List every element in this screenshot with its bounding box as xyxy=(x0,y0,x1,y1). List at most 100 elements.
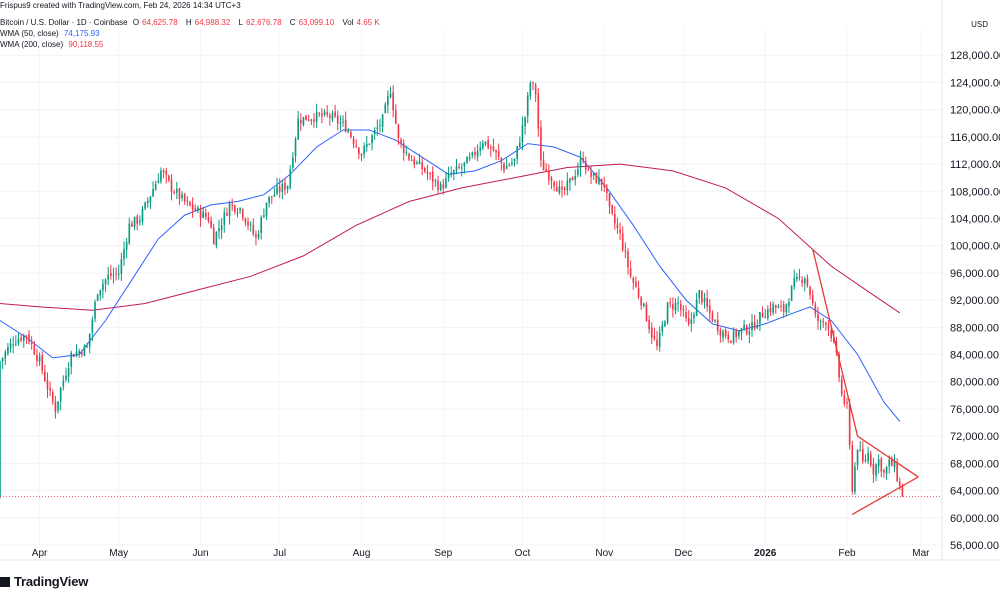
wma200-legend[interactable]: WMA (200, close) 90,118.55 xyxy=(0,40,106,49)
candle-body xyxy=(761,313,764,318)
y-tick-label: 128,000.00 xyxy=(950,50,1000,62)
candle-body xyxy=(263,215,265,218)
candle-body xyxy=(360,153,363,156)
y-tick-label: 124,000.00 xyxy=(950,77,1000,89)
candle-body xyxy=(165,171,168,176)
candle-body xyxy=(186,200,189,202)
tradingview-logo[interactable]: TradingView xyxy=(0,574,88,589)
candle-body xyxy=(94,301,96,319)
triangle-pattern xyxy=(812,248,919,515)
y-tick-label: 72,000.00 xyxy=(950,431,999,443)
candle-body xyxy=(711,312,714,322)
candle-body xyxy=(627,251,629,268)
candle-body xyxy=(893,461,896,468)
candle-body xyxy=(416,162,418,164)
x-axis[interactable]: Apr May Jun Jul Aug Sep Oct Nov Dec 2026 Feb Mar xyxy=(32,548,930,559)
candle-body xyxy=(738,331,740,337)
candle-body xyxy=(260,217,263,234)
candle-body xyxy=(299,120,302,124)
candle-body xyxy=(608,193,611,207)
candle-body xyxy=(482,143,484,149)
candle-body xyxy=(247,221,249,226)
candle-body xyxy=(714,320,716,322)
candle-body xyxy=(774,305,777,308)
candle-body xyxy=(555,187,558,192)
candle-body xyxy=(537,93,540,129)
symbol-name[interactable]: Bitcoin / U.S. Dollar · 1D · Coinbase xyxy=(0,18,128,27)
candle-body xyxy=(658,332,661,347)
candle-body xyxy=(339,122,342,124)
candle-body xyxy=(342,121,344,123)
wma-200-line xyxy=(0,163,901,314)
candle-body xyxy=(51,392,54,402)
candle-body xyxy=(471,152,474,156)
x-tick-label: May xyxy=(109,548,128,559)
candle-body xyxy=(418,161,421,164)
candle-body xyxy=(695,299,698,316)
candle-body xyxy=(875,464,877,476)
candle-body xyxy=(587,169,590,171)
candle-body xyxy=(131,223,133,227)
wma-200-path xyxy=(0,163,901,314)
candle-body xyxy=(447,173,450,179)
candle-body xyxy=(239,207,241,211)
candle-body xyxy=(310,119,313,121)
candle-body xyxy=(12,344,15,346)
candle-body xyxy=(381,114,384,127)
candle-body xyxy=(408,153,410,160)
candle-body xyxy=(154,183,157,191)
candles xyxy=(0,80,904,499)
candle-body xyxy=(645,304,648,322)
candle-body xyxy=(307,120,310,122)
candle-body xyxy=(302,117,305,125)
y-tick-label: 88,000.00 xyxy=(950,322,999,334)
candle-body xyxy=(848,404,851,446)
candle-body xyxy=(136,216,139,224)
candle-body xyxy=(168,175,170,181)
y-tick-label: 68,000.00 xyxy=(950,458,999,470)
candle-body xyxy=(579,158,582,169)
candle-body xyxy=(458,167,460,169)
x-tick-label: Sep xyxy=(434,548,452,559)
candle-body xyxy=(123,249,125,260)
candle-body xyxy=(88,333,91,347)
candle-body xyxy=(569,178,571,183)
candle-body xyxy=(584,161,587,170)
currency-label: USD xyxy=(971,20,988,29)
x-tick-label: Feb xyxy=(838,548,856,559)
candle-body xyxy=(265,202,268,216)
wma200-value: 90,118.55 xyxy=(68,40,104,49)
candle-body xyxy=(508,164,511,166)
candle-body xyxy=(402,143,405,153)
candle-body xyxy=(484,141,487,145)
candle-body xyxy=(474,151,476,156)
candle-body xyxy=(329,115,331,118)
candle-body xyxy=(207,217,210,222)
candle-body xyxy=(431,171,434,182)
candle-body xyxy=(780,305,782,307)
candle-body xyxy=(397,124,400,138)
candle-body xyxy=(236,212,239,214)
wma50-legend[interactable]: WMA (50, close) 74,175.93 xyxy=(0,29,103,38)
candle-body xyxy=(518,142,521,147)
candle-body xyxy=(492,146,495,151)
candle-body xyxy=(843,394,846,404)
candle-body xyxy=(125,242,128,250)
candle-body xyxy=(693,314,695,319)
candle-body xyxy=(722,331,724,338)
candle-body xyxy=(389,93,392,98)
candle-body xyxy=(384,104,387,113)
candle-body xyxy=(885,466,888,474)
candle-body xyxy=(70,352,73,367)
candle-body xyxy=(344,120,347,132)
candle-body xyxy=(764,317,767,319)
y-tick-label: 104,000.00 xyxy=(950,213,1000,225)
candle-body xyxy=(410,160,413,162)
candle-body xyxy=(727,334,730,340)
candle-body xyxy=(183,193,186,202)
y-axis[interactable]: 56,000.00 60,000.00 64,000.00 68,000.00 72,0… xyxy=(0,0,1000,561)
candle-body xyxy=(336,115,339,124)
candle-body xyxy=(175,188,178,193)
candle-body xyxy=(294,138,297,157)
